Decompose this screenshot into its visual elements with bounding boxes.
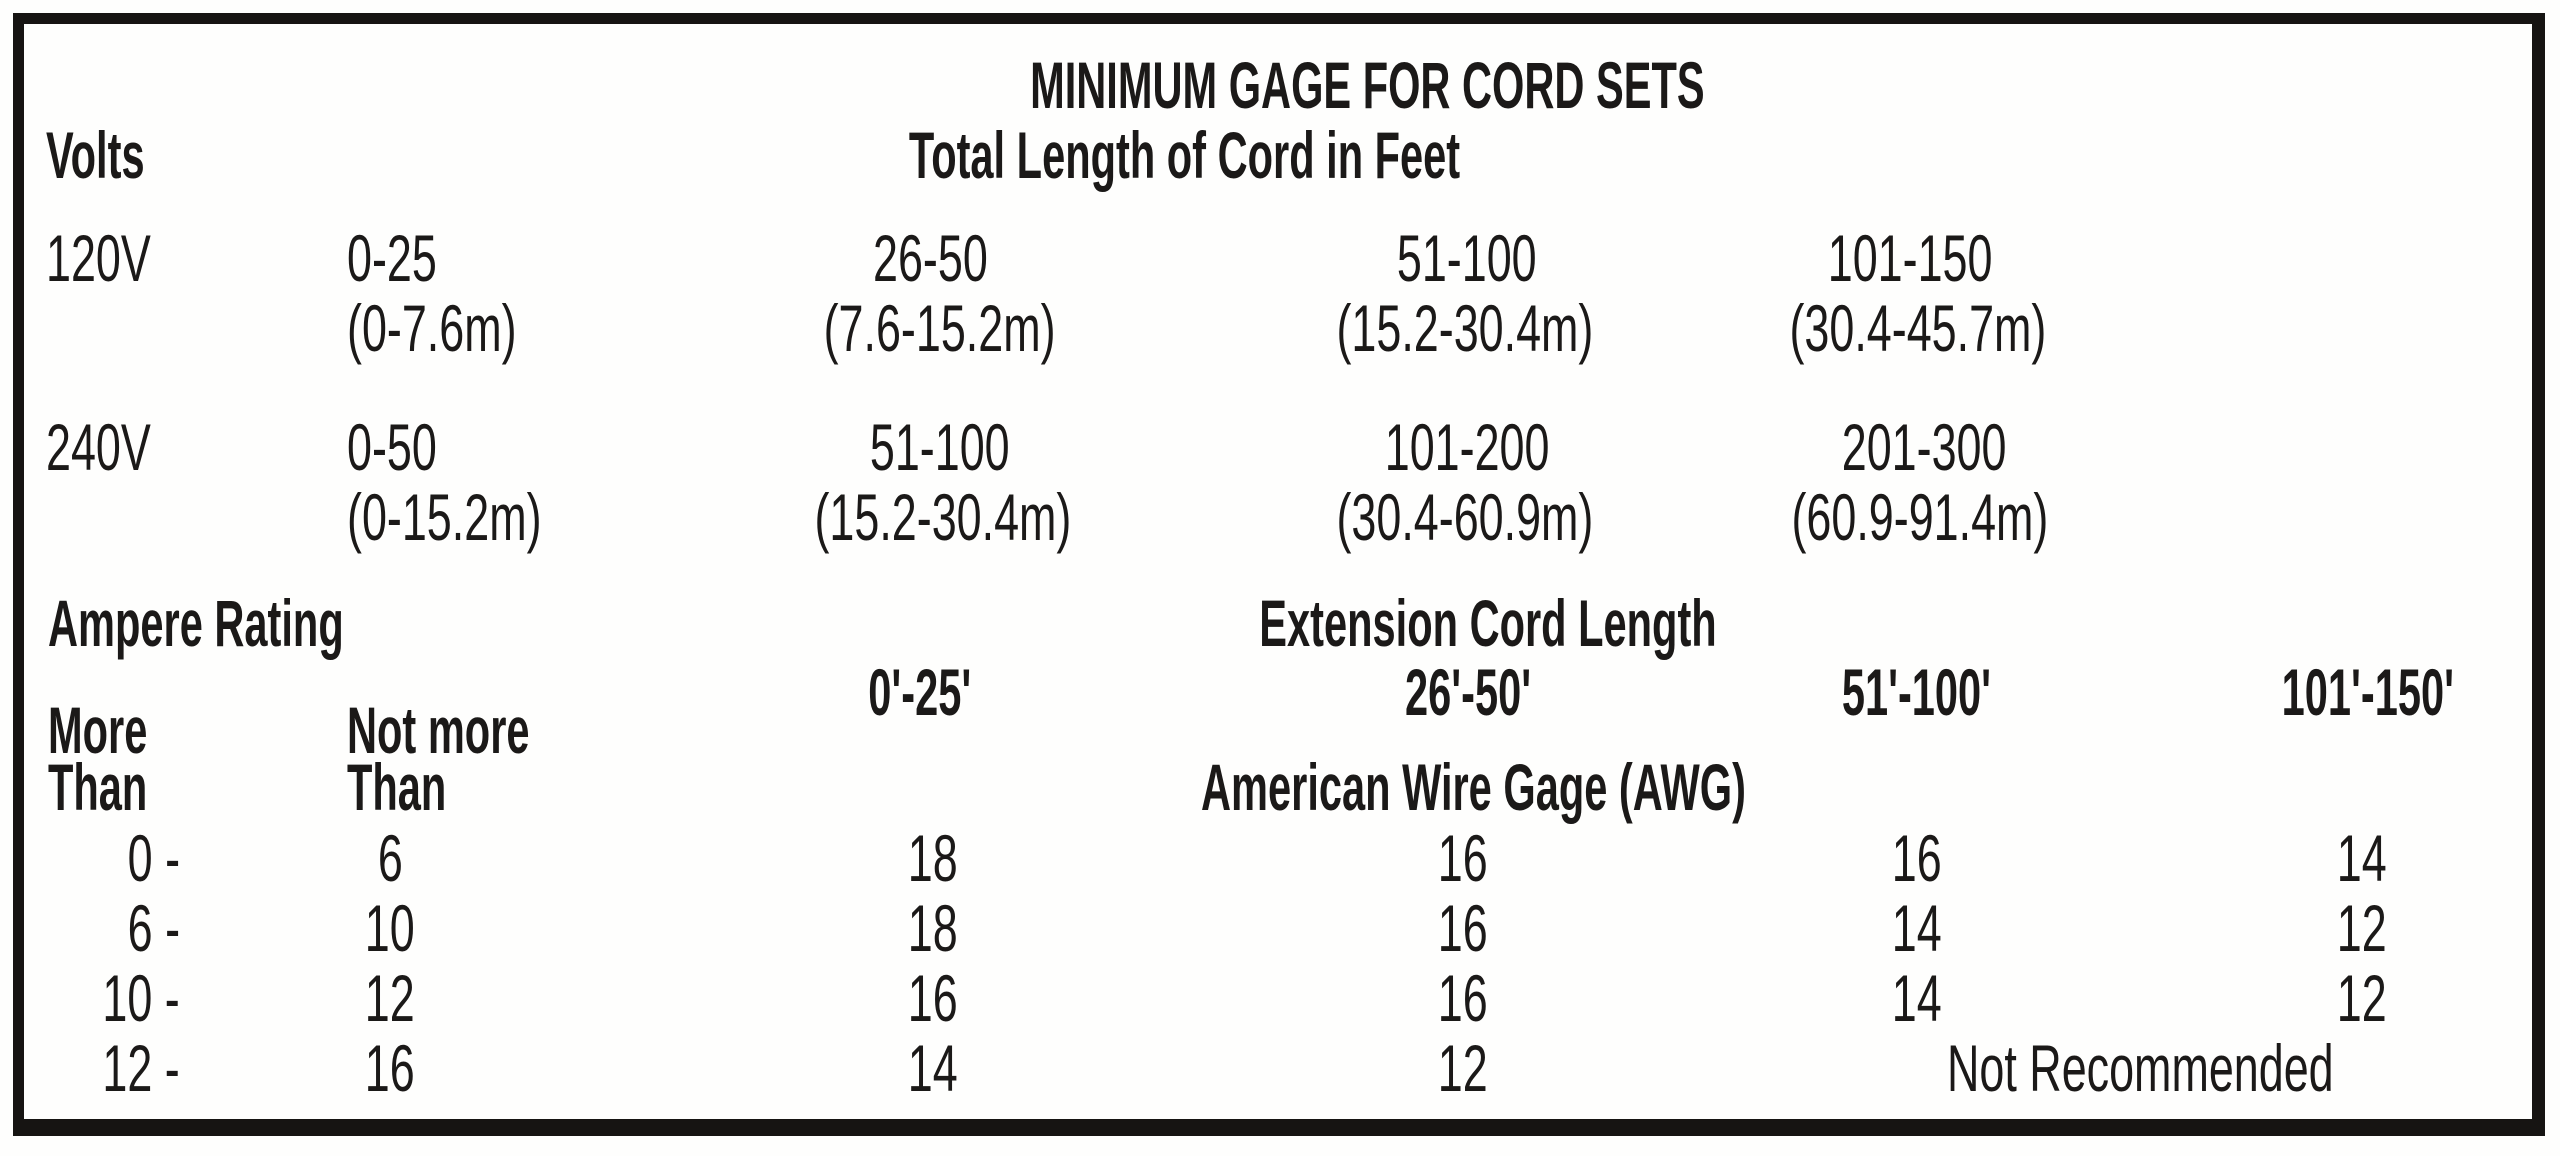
cord-row-120v-range-2: 51-100 <box>1397 221 1537 295</box>
total-length-label: Total Length of Cord in Feet <box>909 118 1461 192</box>
amp-row-3-awg-0: 14 <box>908 1031 958 1105</box>
amp-row-3-more-than: 12 - <box>102 1031 180 1105</box>
amp-row-3-not-recommended-note: Not Recommended <box>1946 1031 2334 1105</box>
amp-row-0-awg-0: 18 <box>908 821 958 895</box>
length-header-101-150: 101'-150' <box>2281 655 2455 729</box>
amp-row-2-awg-0: 16 <box>908 961 958 1035</box>
amp-row-2-more-than: 10 - <box>102 961 180 1035</box>
amp-row-0-awg-1: 16 <box>1438 821 1488 895</box>
cord-row-240v-range-2: 101-200 <box>1384 410 1550 484</box>
cord-row-120v-range-3: 101-150 <box>1827 221 1993 295</box>
cord-row-120v-metric-0: (0-7.6m) <box>347 291 517 365</box>
cord-row-240v-volts: 240V <box>46 410 151 484</box>
amp-row-2-awg-2: 14 <box>1892 961 1942 1035</box>
amp-row-1-more-than: 6 - <box>127 891 180 965</box>
amp-row-0-awg-2: 16 <box>1892 821 1942 895</box>
length-header-0-25: 0'-25' <box>868 655 972 729</box>
cord-row-240v-metric-2: (30.4-60.9m) <box>1336 480 1594 554</box>
amp-row-3-awg-1: 12 <box>1438 1031 1488 1105</box>
amp-row-2-not-more-than: 12 <box>365 961 415 1035</box>
amp-row-1-awg-0: 18 <box>908 891 958 965</box>
amp-row-1-awg-1: 16 <box>1438 891 1488 965</box>
cord-row-240v-range-1: 51-100 <box>870 410 1010 484</box>
cord-row-240v-range-0: 0-50 <box>347 410 437 484</box>
cord-row-120v-volts: 120V <box>46 221 151 295</box>
amp-row-0-awg-3: 14 <box>2337 821 2387 895</box>
amp-row-2-awg-3: 12 <box>2337 961 2387 1035</box>
amp-row-3-not-more-than: 16 <box>365 1031 415 1105</box>
table-border <box>13 13 2545 1136</box>
cord-row-240v-range-3: 201-300 <box>1841 410 2007 484</box>
ampere-rating-label: Ampere Rating <box>48 586 344 660</box>
cord-row-120v-metric-2: (15.2-30.4m) <box>1336 291 1594 365</box>
cord-row-120v-metric-1: (7.6-15.2m) <box>824 291 1056 365</box>
cord-row-240v-metric-0: (0-15.2m) <box>347 480 542 554</box>
amp-row-0-not-more-than: 6 <box>377 821 403 895</box>
awg-label: American Wire Gage (AWG) <box>1200 750 1746 824</box>
extension-cord-length-label: Extension Cord Length <box>1259 586 1717 660</box>
length-header-26-50: 26'-50' <box>1404 655 1532 729</box>
cord-row-240v-metric-1: (15.2-30.4m) <box>814 480 1072 554</box>
amp-row-1-not-more-than: 10 <box>365 891 415 965</box>
cord-row-120v-metric-3: (30.4-45.7m) <box>1789 291 2047 365</box>
amp-row-1-awg-3: 12 <box>2337 891 2387 965</box>
amp-row-1-awg-2: 14 <box>1892 891 1942 965</box>
more-than-label-line1: More <box>48 693 148 767</box>
more-than-label-line2: Than <box>48 750 148 824</box>
cord-row-120v-range-1: 26-50 <box>872 221 988 295</box>
cord-row-120v-range-0: 0-25 <box>347 221 437 295</box>
table-title: MINIMUM GAGE FOR CORD SETS <box>1030 48 1705 122</box>
length-header-51-100: 51'-100' <box>1841 655 1991 729</box>
not-more-than-label-line2: Than <box>347 750 447 824</box>
amp-row-2-awg-1: 16 <box>1438 961 1488 1035</box>
not-more-than-label-line1: Not more <box>347 693 530 767</box>
cord-row-240v-metric-3: (60.9-91.4m) <box>1791 480 2049 554</box>
volts-label: Volts <box>46 118 145 192</box>
amp-row-0-more-than: 0 - <box>127 821 180 895</box>
